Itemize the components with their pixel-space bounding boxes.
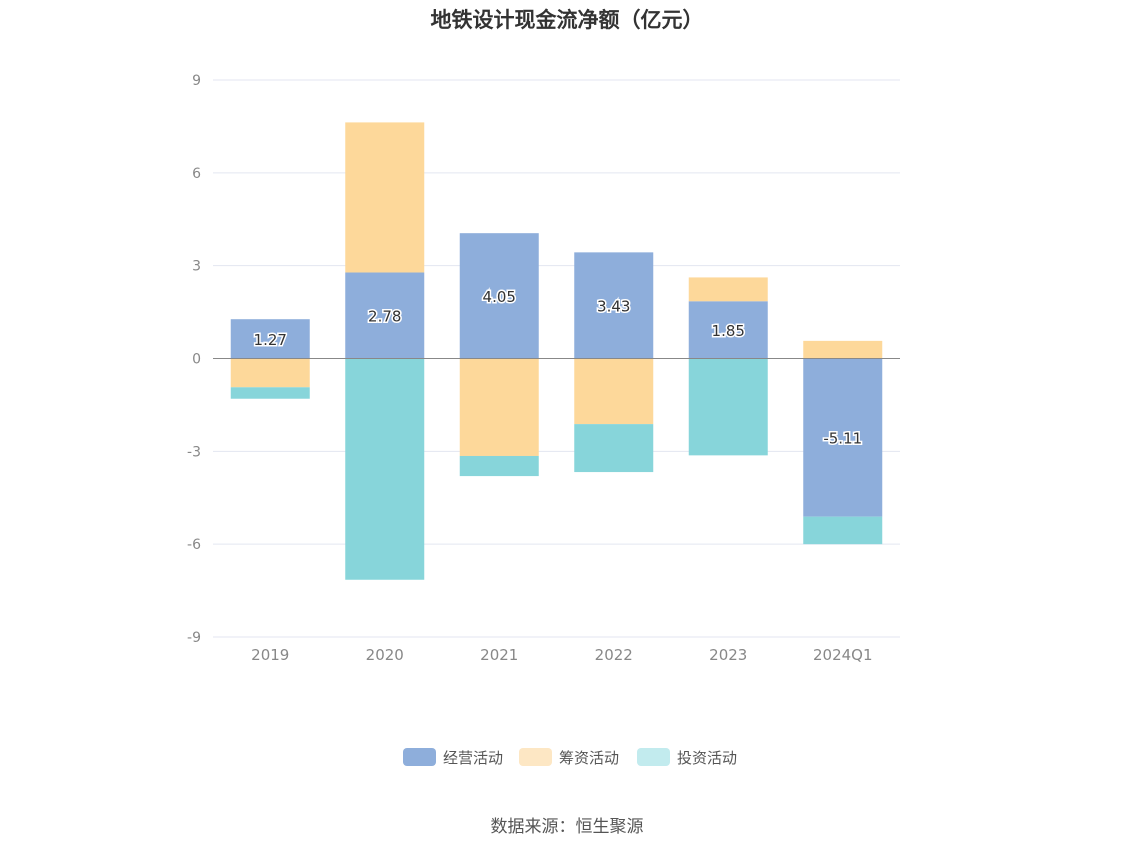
bar-2-2024Q1	[803, 340, 883, 359]
bar-3-2020	[345, 358, 425, 580]
data-label-2019: 1.27	[254, 331, 287, 349]
bar-3-2022	[574, 424, 654, 473]
bar-2-2022	[574, 358, 654, 425]
bar-1-2020	[345, 272, 425, 359]
x-tick-label: 2020	[366, 646, 404, 664]
data-label-2023: 1.85	[712, 322, 745, 340]
data-label-2022: 3.43	[597, 297, 630, 315]
data-labels: 1.27 2.78 4.05 3.43 1.85 -5.11	[252, 286, 864, 449]
grid-lines	[213, 79, 900, 638]
x-tick-label: 2021	[480, 646, 518, 664]
data-label-2020: 2.78	[368, 307, 401, 325]
y-tick-label: 6	[192, 166, 201, 182]
legend-label: 投资活动	[677, 749, 737, 767]
y-tick-label: -9	[187, 630, 201, 646]
y-tick-label: 3	[192, 259, 201, 275]
x-tick-label: 2019	[251, 646, 289, 664]
bar-1-2019	[230, 319, 310, 359]
legend: 经营活动 筹资活动 投资活动	[403, 748, 737, 767]
legend-swatch	[403, 748, 436, 766]
legend-label: 筹资活动	[559, 749, 619, 767]
legend-label: 经营活动	[443, 749, 503, 767]
bar-2-2023	[688, 277, 768, 302]
legend-swatch	[519, 748, 552, 766]
bar-3-2019	[230, 387, 310, 399]
bar-2-2019	[230, 358, 310, 388]
x-axis-ticks: 2019 2020 2021 2022 2023 2024Q1	[251, 646, 872, 664]
bar-1-2024Q1	[803, 358, 883, 517]
legend-item-1[interactable]: 经营活动	[403, 748, 503, 767]
y-tick-label: -3	[187, 444, 201, 460]
chart-title: 地铁设计现金流净额（亿元）	[430, 8, 704, 32]
y-axis-ticks: 9 6 3 0 -3 -6 -9	[187, 73, 201, 646]
data-label-2021: 4.05	[483, 288, 516, 306]
y-tick-label: 9	[192, 73, 201, 89]
data-source: 数据来源：恒生聚源	[490, 817, 644, 837]
bar-3-2024Q1	[803, 516, 883, 545]
legend-item-2[interactable]: 筹资活动	[519, 748, 619, 767]
y-tick-label: -6	[187, 537, 201, 553]
legend-swatch	[637, 748, 670, 766]
bars	[230, 122, 883, 580]
x-tick-label: 2023	[709, 646, 747, 664]
bar-3-2021	[459, 455, 539, 477]
legend-item-3[interactable]: 投资活动	[637, 748, 737, 767]
bar-2-2020	[345, 122, 425, 273]
x-tick-label: 2022	[595, 646, 633, 664]
bar-2-2021	[459, 358, 539, 456]
bar-1-2021	[459, 233, 539, 359]
data-label-2024Q1: -5.11	[823, 430, 862, 448]
bar-1-2022	[574, 252, 654, 359]
y-tick-label: 0	[192, 352, 201, 368]
x-tick-label: 2024Q1	[813, 646, 873, 664]
bar-3-2023	[688, 358, 768, 456]
bar-1-2023	[688, 301, 768, 359]
